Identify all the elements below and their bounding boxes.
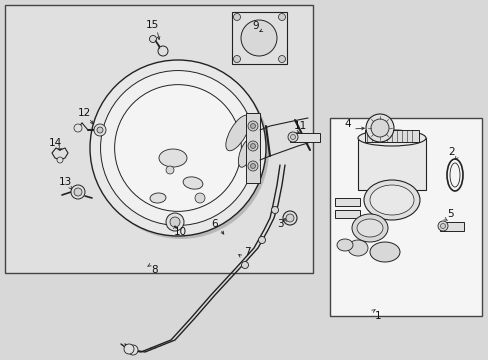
Text: 5: 5 [446, 209, 452, 219]
Text: 2: 2 [448, 147, 454, 157]
Text: 12: 12 [77, 108, 90, 118]
Ellipse shape [238, 139, 253, 167]
Text: 9: 9 [252, 21, 259, 31]
Circle shape [195, 193, 204, 203]
Ellipse shape [351, 214, 387, 242]
Ellipse shape [150, 193, 165, 203]
Text: 11: 11 [293, 121, 306, 131]
Circle shape [250, 144, 255, 149]
Ellipse shape [369, 242, 399, 262]
Text: 14: 14 [48, 138, 61, 148]
Text: 10: 10 [173, 227, 186, 237]
Circle shape [250, 163, 255, 168]
Circle shape [149, 36, 156, 42]
Circle shape [90, 60, 265, 236]
Ellipse shape [356, 219, 382, 237]
Circle shape [365, 114, 393, 142]
Ellipse shape [357, 130, 425, 146]
Bar [329, 118, 481, 316]
Text: 15: 15 [145, 20, 158, 30]
Circle shape [440, 224, 445, 229]
Bar [439, 222, 463, 231]
Circle shape [233, 13, 240, 21]
Ellipse shape [159, 149, 186, 167]
Circle shape [74, 124, 82, 132]
Circle shape [258, 237, 265, 243]
Circle shape [437, 221, 447, 231]
Circle shape [114, 85, 241, 211]
Ellipse shape [336, 239, 352, 251]
Circle shape [250, 123, 255, 129]
Circle shape [165, 213, 183, 231]
Circle shape [128, 345, 138, 355]
Bar [357, 138, 425, 190]
Text: 6: 6 [211, 219, 218, 229]
Text: 8: 8 [151, 265, 158, 275]
Circle shape [57, 157, 63, 163]
Circle shape [287, 132, 297, 142]
Text: 3: 3 [276, 219, 283, 229]
Ellipse shape [363, 180, 419, 220]
Bar [231, 12, 286, 64]
Circle shape [71, 185, 85, 199]
Circle shape [247, 121, 258, 131]
Bar [334, 210, 359, 218]
Circle shape [165, 166, 174, 174]
Circle shape [124, 344, 134, 354]
Text: 7: 7 [243, 247, 250, 257]
Circle shape [74, 188, 82, 196]
Circle shape [370, 119, 388, 137]
Ellipse shape [369, 185, 413, 215]
Ellipse shape [183, 177, 203, 189]
Circle shape [101, 71, 255, 225]
Circle shape [170, 217, 180, 227]
Circle shape [247, 141, 258, 151]
Circle shape [97, 127, 103, 133]
Circle shape [93, 63, 268, 239]
Circle shape [241, 20, 276, 56]
Bar [289, 133, 319, 142]
Bar [245, 113, 260, 183]
Circle shape [247, 161, 258, 171]
Circle shape [290, 135, 295, 140]
Circle shape [283, 211, 296, 225]
Ellipse shape [347, 240, 367, 256]
Text: 1: 1 [374, 311, 381, 321]
Bar [5, 5, 312, 273]
Circle shape [241, 261, 248, 269]
Circle shape [278, 13, 285, 21]
Text: 13: 13 [58, 177, 71, 187]
Circle shape [278, 55, 285, 63]
Ellipse shape [225, 115, 250, 151]
Text: 4: 4 [344, 119, 350, 129]
Circle shape [233, 55, 240, 63]
Bar [334, 198, 359, 206]
Circle shape [94, 124, 106, 136]
Circle shape [285, 214, 293, 222]
Circle shape [271, 207, 278, 213]
Bar [364, 130, 418, 142]
Circle shape [158, 46, 168, 56]
